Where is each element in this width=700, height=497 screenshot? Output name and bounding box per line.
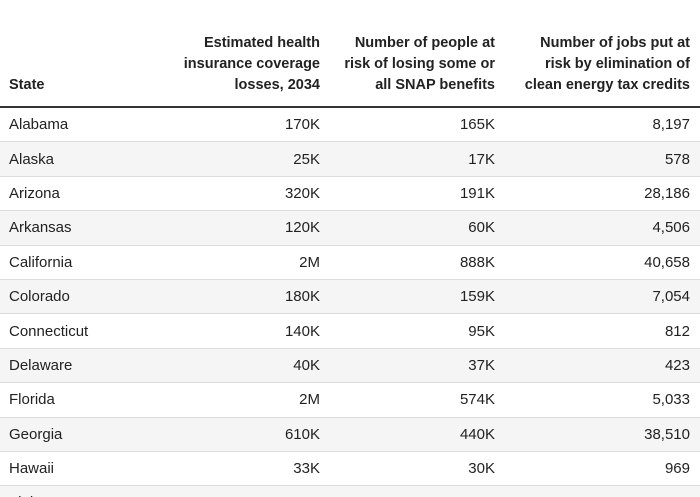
header-snap-risk[interactable]: Number of people at risk of losing some … (330, 0, 505, 108)
cell-state: Colorado (0, 279, 165, 315)
cell-state: California (0, 245, 165, 280)
cell-state: Idaho (0, 485, 165, 497)
header-insurance-losses[interactable]: Estimated health insurance coverage loss… (165, 0, 330, 108)
cell-state: Connecticut (0, 313, 165, 349)
cell-snap-risk: 159K (330, 279, 505, 315)
cell-insurance-losses: 140K (165, 313, 330, 349)
cell-jobs-at-risk: 812 (505, 313, 700, 349)
cell-state: Arkansas (0, 210, 165, 246)
table-row: California 2M 888K 40,658 (0, 245, 700, 280)
table-row: Idaho44K24K1,371 (0, 485, 700, 497)
cell-insurance-losses: 320K (165, 176, 330, 212)
cell-snap-risk: 30K (330, 451, 505, 487)
cell-jobs-at-risk: 969 (505, 451, 700, 487)
cell-state: Arizona (0, 176, 165, 212)
table-row: Georgia 610K 440K 38,510 (0, 417, 700, 452)
cell-state: Delaware (0, 348, 165, 384)
table-row: Delaware 40K 37K 423 (0, 348, 700, 384)
cell-jobs-at-risk: 28,186 (505, 176, 700, 212)
cell-state: Georgia (0, 417, 165, 452)
cell-jobs-at-risk: 8,197 (505, 107, 700, 143)
table-row: Arkansas 120K 60K 4,506 (0, 210, 700, 246)
cell-snap-risk: 60K (330, 210, 505, 246)
cell-snap-risk: 165K (330, 107, 505, 143)
table-row: Hawaii 33K 30K 969 (0, 451, 700, 487)
cell-insurance-losses: 170K (165, 107, 330, 143)
cell-snap-risk: 574K (330, 382, 505, 418)
cell-jobs-at-risk: 5,033 (505, 382, 700, 418)
cell-insurance-losses: 44K (165, 485, 330, 497)
cell-jobs-at-risk: 40,658 (505, 245, 700, 280)
cell-insurance-losses: 40K (165, 348, 330, 384)
cell-state: Alaska (0, 141, 165, 177)
table-body: Alabama 170K 165K 8,197 Alaska 25K 17K 578 Arizo… (0, 107, 700, 497)
cell-jobs-at-risk: 1,371 (505, 485, 700, 497)
cell-insurance-losses: 2M (165, 245, 330, 280)
table-row: Florida 2M 574K 5,033 (0, 382, 700, 418)
cell-snap-risk: 95K (330, 313, 505, 349)
table-row: Alaska 25K 17K 578 (0, 141, 700, 177)
cell-insurance-losses: 33K (165, 451, 330, 487)
cell-jobs-at-risk: 38,510 (505, 417, 700, 452)
cell-insurance-losses: 180K (165, 279, 330, 315)
cell-snap-risk: 24K (330, 485, 505, 497)
cell-jobs-at-risk: 4,506 (505, 210, 700, 246)
header-state[interactable]: State (0, 0, 165, 108)
table-row: Connecticut 140K 95K 812 (0, 313, 700, 349)
cell-insurance-losses: 2M (165, 382, 330, 418)
cell-insurance-losses: 120K (165, 210, 330, 246)
cell-jobs-at-risk: 7,054 (505, 279, 700, 315)
cell-jobs-at-risk: 423 (505, 348, 700, 384)
cell-snap-risk: 191K (330, 176, 505, 212)
cell-snap-risk: 440K (330, 417, 505, 452)
cell-insurance-losses: 610K (165, 417, 330, 452)
table-row: Colorado 180K 159K 7,054 (0, 279, 700, 315)
cell-state: Hawaii (0, 451, 165, 487)
table-row: Alabama 170K 165K 8,197 (0, 107, 700, 143)
cell-state: Alabama (0, 107, 165, 143)
table-header: State Estimated health insurance coverag… (0, 0, 700, 108)
header-jobs-at-risk[interactable]: Number of jobs put at risk by eliminatio… (505, 0, 700, 108)
cell-snap-risk: 17K (330, 141, 505, 177)
cell-insurance-losses: 25K (165, 141, 330, 177)
cell-snap-risk: 37K (330, 348, 505, 384)
cell-state: Florida (0, 382, 165, 418)
cell-snap-risk: 888K (330, 245, 505, 280)
cell-jobs-at-risk: 578 (505, 141, 700, 177)
table-row: Arizona 320K 191K 28,186 (0, 176, 700, 212)
header-row: State Estimated health insurance coverag… (0, 0, 700, 108)
